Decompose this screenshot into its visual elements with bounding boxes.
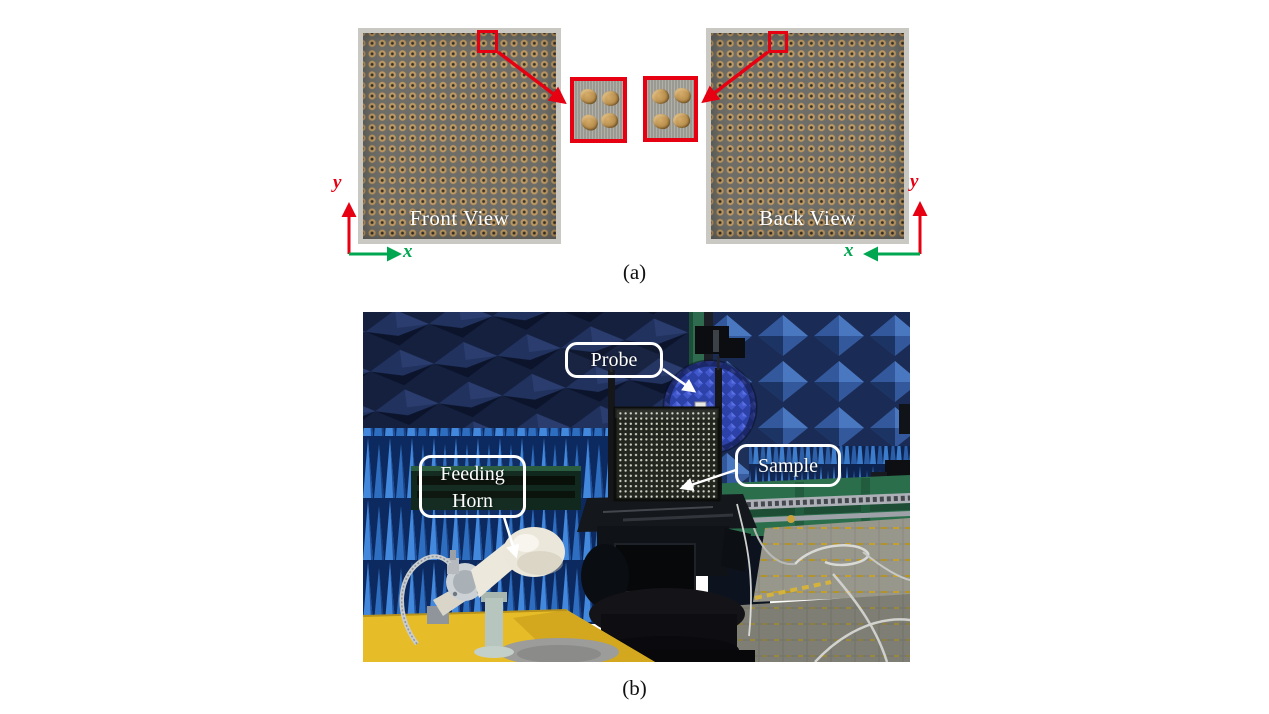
sample-arrow [679,468,737,492]
probe-arrow [662,367,697,393]
front-unitcell-highlight-box [477,30,498,53]
front-axis-x-label: x [403,241,413,262]
sample-holder-rod [608,370,615,502]
thin-cable [736,503,752,637]
unit-cell [671,111,692,130]
sample-label: Sample [735,444,841,487]
back-unitcell-highlight-box [768,31,788,53]
back-axis-y-label: y [910,171,919,192]
brass-fitting [787,515,795,523]
back-view-photo: Back View [706,28,909,244]
feeding-horn-arrow [502,516,520,559]
probe-label: Probe [565,342,663,378]
unit-cell [600,112,619,129]
front-unitcell-inset [570,77,627,143]
sample-assembly [608,356,752,637]
feeding-horn-label: Feeding Horn [419,455,526,518]
front-view-title: Front View [409,206,510,230]
unit-cell [600,89,621,108]
foam-mats [695,517,910,662]
unit-cell [578,87,599,106]
horn-stand [485,598,503,652]
unit-cell [578,112,601,133]
back-axis-x-label: x [844,240,854,261]
unit-cell [652,113,671,130]
back-unitcell-inset [643,76,698,142]
back-view-title: Back View [759,206,856,230]
metasurface-sample-panel [613,406,721,502]
caption-a: (a) [622,260,647,284]
caption-b: (b) [622,676,647,700]
background-beam [411,466,581,510]
rotator-pedestal [577,494,757,662]
photo-annotation-arrows [502,367,737,559]
unit-cell [650,86,671,107]
front-axis-y-label: y [333,172,342,193]
unit-cell [672,86,693,105]
front-view-photo: Front View [358,28,561,244]
